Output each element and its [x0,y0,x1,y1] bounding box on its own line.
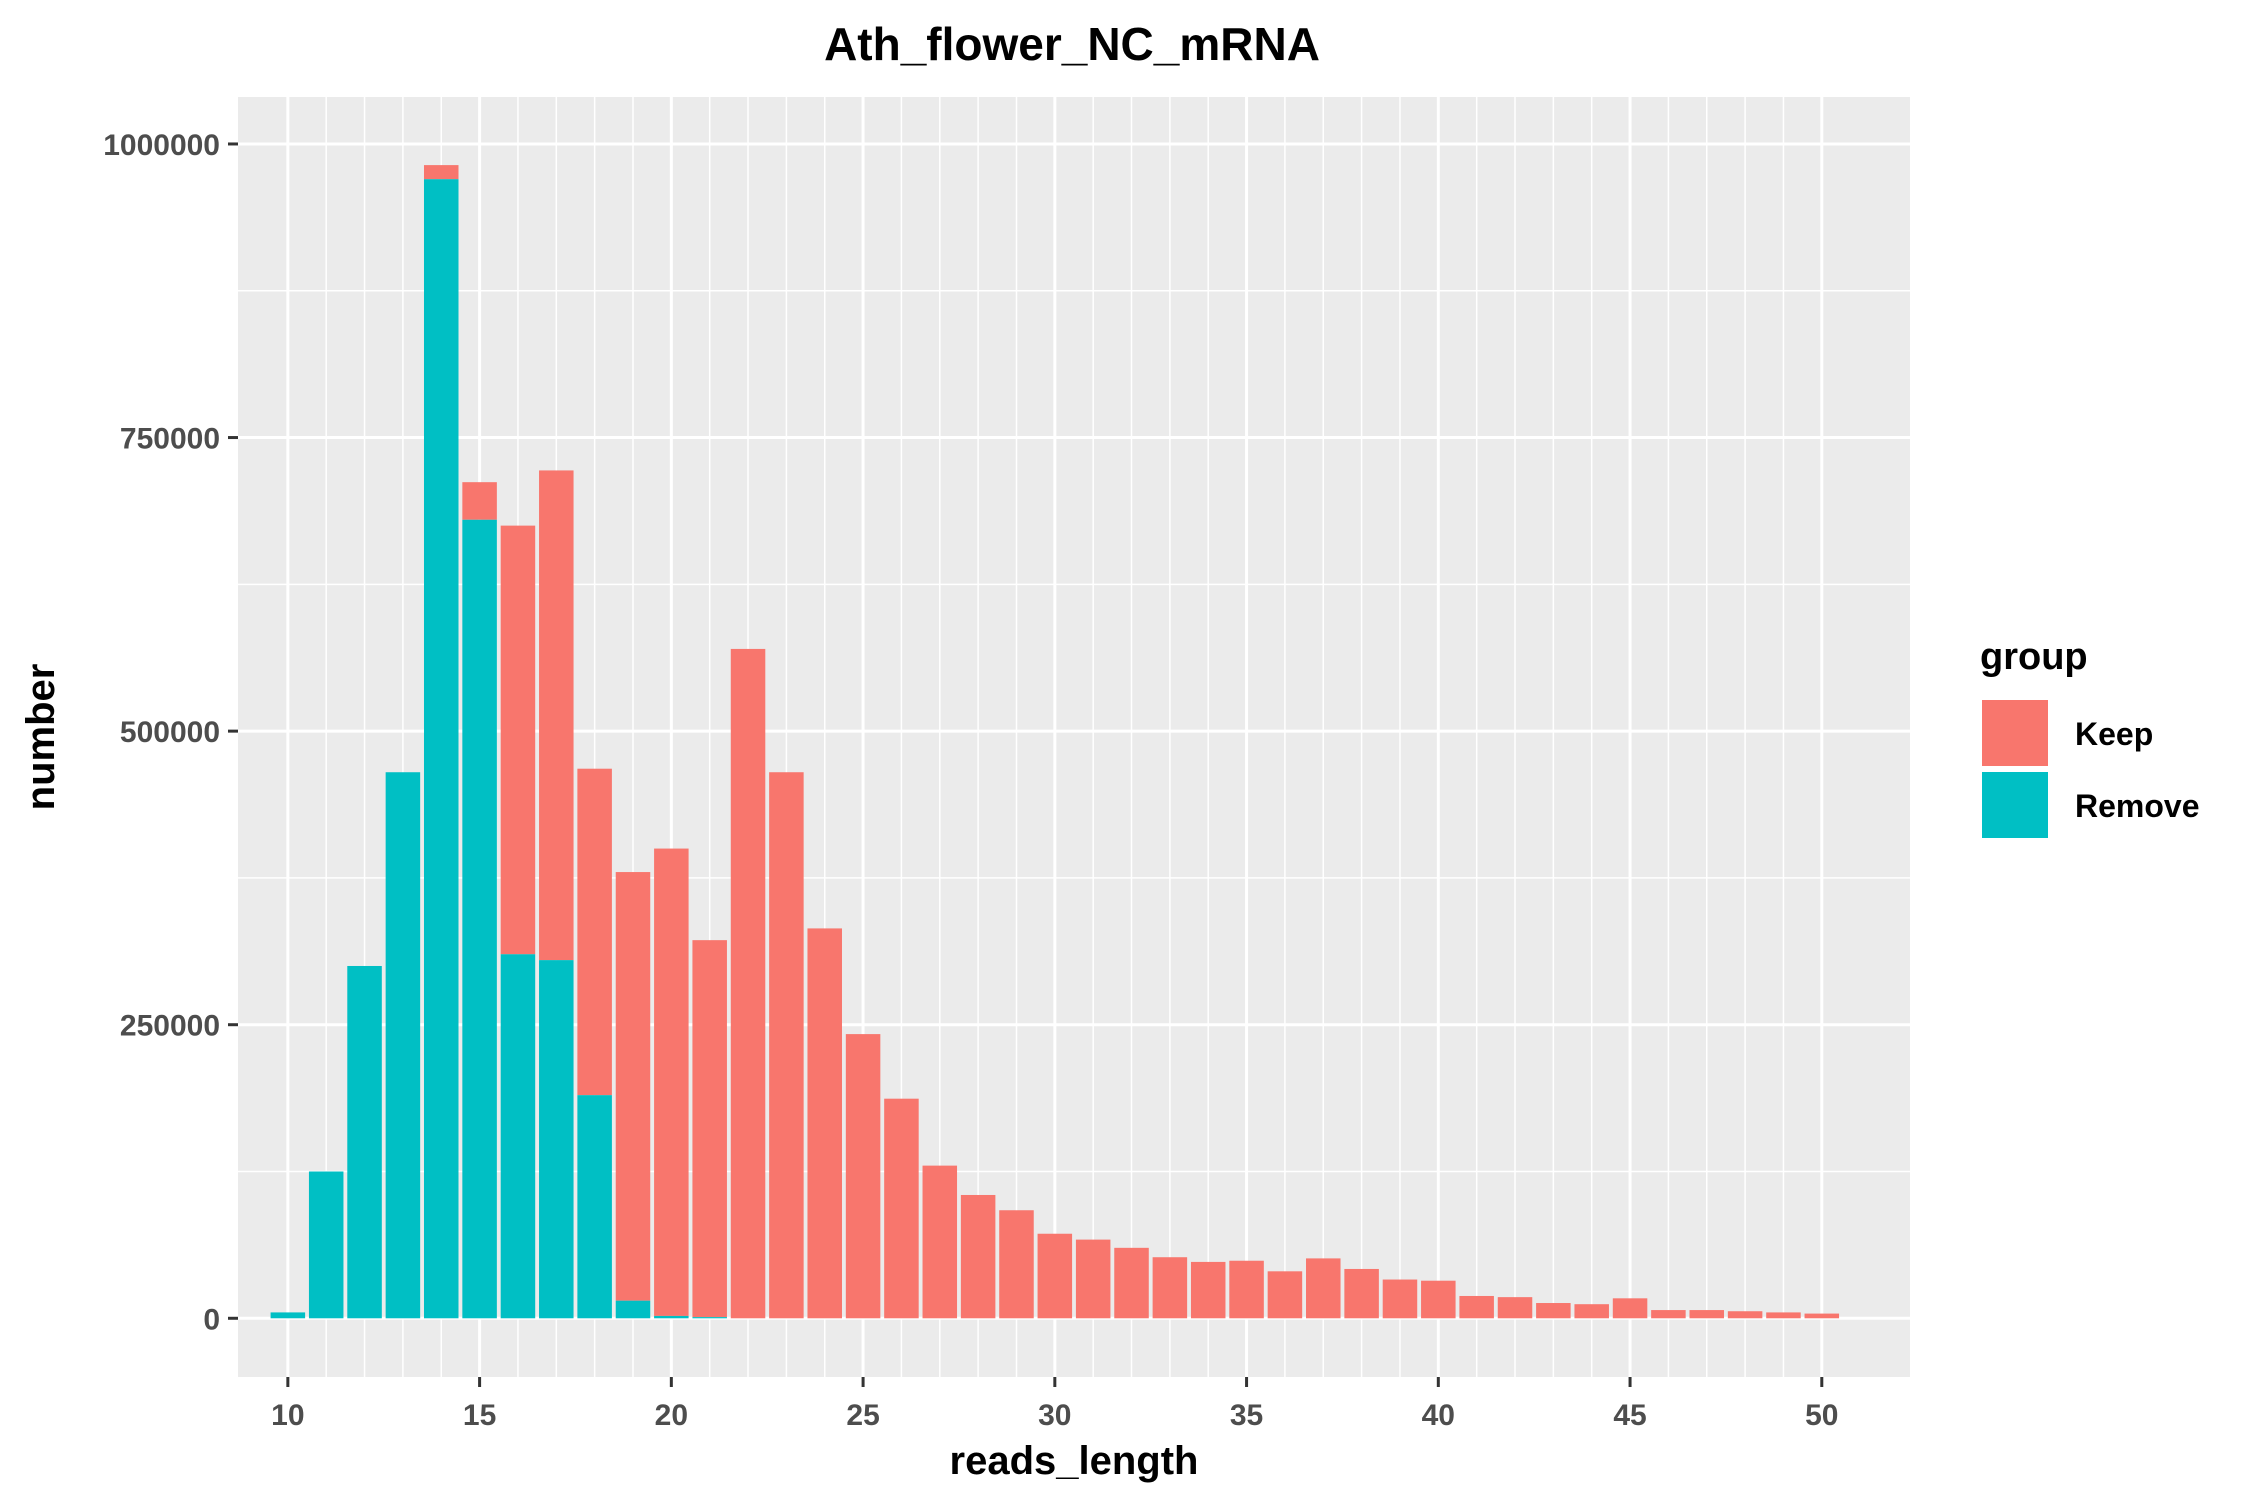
bar-keep [807,928,842,1319]
bar-keep [1190,1261,1226,1319]
y-axis: 0 250000 500000 750000 1000000 [103,129,238,1336]
legend-title: group [1980,636,2088,678]
bar-keep [769,772,804,1319]
bar-keep [1344,1268,1379,1319]
bar-remove [539,960,574,1319]
bar-remove [270,1312,306,1319]
legend-label-keep: Keep [2075,716,2153,752]
bar-remove [577,1095,612,1319]
bar-remove [692,1317,727,1319]
bar-keep [999,1210,1034,1319]
y-tick-label: 0 [203,1303,220,1336]
bar-keep [1497,1297,1533,1319]
bar-keep [692,940,727,1318]
bar-keep [1421,1280,1456,1319]
y-tick-label: 250000 [120,1010,220,1043]
bar-keep [1114,1247,1149,1319]
bar-keep [1574,1304,1609,1319]
bar-keep [462,482,497,520]
bar-keep [884,1098,919,1319]
x-tick-label: 10 [271,1399,304,1432]
x-tick-label: 25 [846,1399,879,1432]
bar-keep [1152,1257,1188,1319]
bar-remove [385,772,421,1319]
y-tick-label: 500000 [120,716,220,749]
y-axis-title: number [19,664,63,811]
bar-keep [423,165,459,180]
x-tick-label: 35 [1230,1399,1263,1432]
bar-keep [845,1034,881,1319]
legend-key-remove [1982,772,2048,838]
x-tick-label: 45 [1613,1399,1646,1432]
legend-label-remove: Remove [2075,788,2200,824]
legend: group Keep Remove [1980,636,2200,838]
bar-remove [423,179,459,1319]
bar-remove [308,1171,344,1319]
x-axis-title: reads_length [950,1439,1199,1483]
bar-keep [1651,1310,1686,1319]
bar-keep [1766,1312,1801,1319]
bar-remove [615,1300,651,1319]
bar-remove [654,1315,689,1319]
x-tick-label: 40 [1422,1399,1455,1432]
bar-keep [1536,1303,1571,1319]
bar-keep [730,648,766,1319]
x-tick-label: 30 [1038,1399,1071,1432]
bar-keep [1229,1260,1264,1319]
y-tick-label: 750000 [120,423,220,456]
bar-keep [577,768,612,1096]
bar-keep [615,872,651,1301]
x-tick-label: 20 [655,1399,688,1432]
bar-keep [960,1194,996,1319]
bar-keep [1075,1239,1111,1319]
chart-title: Ath_flower_NC_mRNA [824,18,1320,70]
bar-keep [1267,1271,1303,1319]
bar-keep [500,525,536,955]
bar-keep [1037,1233,1073,1319]
bars [270,165,1840,1319]
bar-remove [347,965,382,1319]
bar-keep [1804,1313,1840,1319]
bar-remove [462,519,497,1319]
x-tick-label: 50 [1805,1399,1838,1432]
y-tick-label: 1000000 [103,129,220,162]
x-tick-label: 15 [463,1399,496,1432]
bar-keep [922,1165,958,1319]
bar-remove [500,954,536,1319]
bar-keep [1459,1295,1494,1319]
bar-keep [654,848,689,1316]
legend-key-keep [1982,700,2048,766]
bar-keep [1689,1310,1725,1319]
bar-keep [1612,1298,1648,1319]
x-axis: 10 15 20 25 30 35 40 45 50 [271,1377,1838,1432]
bar-keep [1306,1258,1341,1319]
bar-keep [539,470,574,961]
bar-keep [1382,1279,1418,1319]
bar-keep [1727,1311,1763,1319]
